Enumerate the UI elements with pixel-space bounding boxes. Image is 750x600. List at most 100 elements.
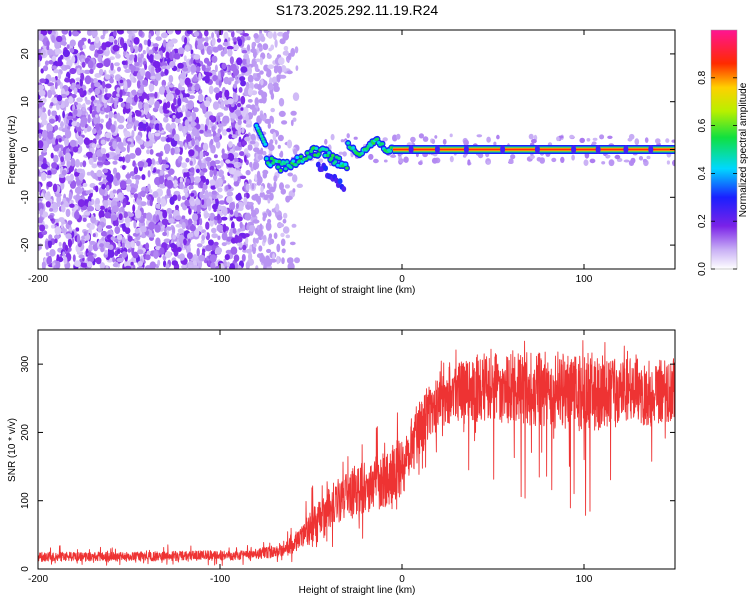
heatmap-noise-cell — [220, 50, 225, 57]
heatmap-noise-cell — [174, 88, 181, 96]
heatmap-noise-cell — [252, 107, 258, 116]
heatmap-noise-cell — [45, 252, 50, 257]
heatmap-noise-cell — [280, 150, 284, 158]
heatmap-noise-cell — [162, 39, 167, 48]
colorbar-gradient — [711, 30, 737, 269]
heatmap-noise-cell — [147, 39, 152, 47]
heatmap-noise-cell — [71, 121, 77, 127]
heatmap-signal-core — [258, 132, 263, 136]
heatmap-noise-cell — [214, 30, 218, 35]
heatmap-noise-cell — [274, 39, 278, 48]
heatmap-noise-cell — [203, 212, 211, 218]
heatmap-noise-cell — [153, 250, 159, 259]
heatmap-noise-cell — [100, 147, 107, 155]
heatmap-noise-cell — [136, 240, 141, 247]
heatmap-noise-cell — [186, 133, 192, 142]
heatmap-faint-cell — [510, 154, 516, 160]
heatmap-noise-cell — [97, 224, 103, 233]
bottom-x-tick-label: 100 — [576, 574, 593, 585]
heatmap-noise-cell — [217, 213, 221, 221]
heatmap-noise-cell — [182, 104, 186, 113]
heatmap-noise-cell — [294, 257, 300, 264]
heatmap-noise-cell — [292, 92, 300, 101]
heatmap-noise-cell — [202, 105, 207, 115]
heatmap-noise-cell — [259, 57, 263, 66]
heatmap-noise-cell — [245, 169, 251, 176]
heatmap-noise-cell — [178, 86, 186, 91]
heatmap-noise-cell — [217, 187, 223, 193]
heatmap-noise-cell — [47, 30, 52, 35]
heatmap-noise-cell — [245, 183, 250, 192]
heatmap-faint-cell — [396, 133, 401, 140]
heatmap-noise-cell — [149, 149, 154, 155]
heatmap-noise-cell — [237, 119, 242, 126]
heatmap-noise-cell — [65, 208, 71, 218]
heatmap-noise-cell — [61, 227, 66, 234]
heatmap-noise-cell — [127, 102, 131, 109]
heatmap-noise-cell — [51, 55, 57, 62]
heatmap-noise-cell — [109, 56, 115, 61]
heatmap-noise-cell — [273, 175, 278, 182]
heatmap-noise-cell — [89, 44, 96, 51]
heatmap-noise-cell — [219, 69, 225, 78]
heatmap-noise-cell — [80, 69, 85, 74]
heatmap-noise-cell — [53, 124, 59, 131]
heatmap-noise-cell — [248, 66, 253, 75]
heatmap-noise-cell — [165, 92, 173, 102]
heatmap-noise-cell — [232, 128, 236, 135]
heatmap-noise-cell — [47, 215, 54, 219]
heatmap-noise-cell — [190, 185, 194, 190]
heatmap-noise-cell — [38, 61, 41, 68]
heatmap-noise-cell — [172, 115, 176, 119]
heatmap-noise-cell — [205, 133, 213, 137]
heatmap-noise-cell — [166, 137, 170, 143]
heatmap-noise-cell — [263, 30, 268, 33]
heatmap-noise-cell — [177, 97, 182, 107]
heatmap-noise-cell — [171, 103, 175, 111]
heatmap-noise-cell — [227, 153, 235, 162]
heatmap-noise-cell — [235, 203, 239, 209]
heatmap-noise-cell — [260, 252, 264, 258]
heatmap-noise-cell — [40, 112, 47, 122]
heatmap-noise-cell — [140, 225, 147, 233]
heatmap-noise-cell — [46, 256, 52, 265]
heatmap-noise-cell — [180, 72, 187, 80]
heatmap-noise-cell — [269, 238, 275, 245]
heatmap-noise-cell — [183, 238, 187, 246]
heatmap-noise-cell — [65, 175, 72, 182]
heatmap-noise-cell — [162, 164, 170, 169]
heatmap-noise-cell — [133, 120, 140, 127]
heatmap-signal-core — [337, 156, 342, 160]
heatmap-noise-cell — [54, 192, 62, 198]
heatmap-noise-cell — [181, 97, 188, 103]
heatmap-noise-cell — [240, 80, 247, 87]
heatmap-noise-cell — [112, 160, 118, 165]
heatmap-noise-cell — [130, 240, 136, 249]
heatmap-noise-cell — [150, 163, 154, 172]
heatmap-noise-cell — [121, 251, 128, 258]
heatmap-signal-core — [269, 156, 274, 161]
heatmap-noise-cell — [124, 265, 132, 269]
heatmap-noise-cell — [100, 230, 108, 237]
heatmap-noise-cell — [108, 68, 116, 75]
heatmap-noise-cell — [232, 134, 237, 139]
heatmap-noise-cell — [89, 68, 94, 74]
heatmap-noise-cell — [162, 231, 168, 237]
heatmap-noise-cell — [182, 204, 188, 211]
heatmap-noise-cell — [219, 98, 223, 102]
heatmap-noise-cell — [86, 30, 93, 36]
heatmap-noise-cell — [271, 76, 278, 84]
heatmap-noise-cell — [204, 99, 211, 108]
heatmap-noise-cell — [206, 61, 213, 67]
heatmap-noise-cell — [86, 171, 91, 176]
heatmap-noise-cell — [262, 172, 268, 179]
bottom-y-tick-label: 300 — [20, 355, 31, 372]
heatmap-noise-cell — [211, 55, 218, 63]
heatmap-noise-cell — [68, 30, 72, 37]
heatmap-noise-cell — [246, 57, 250, 66]
heatmap-noise-cell — [224, 89, 230, 99]
heatmap-noise-cell — [90, 216, 97, 224]
heatmap-noise-cell — [217, 128, 221, 135]
heatmap-noise-cell — [70, 157, 76, 167]
heatmap-faint-cell — [623, 159, 630, 163]
